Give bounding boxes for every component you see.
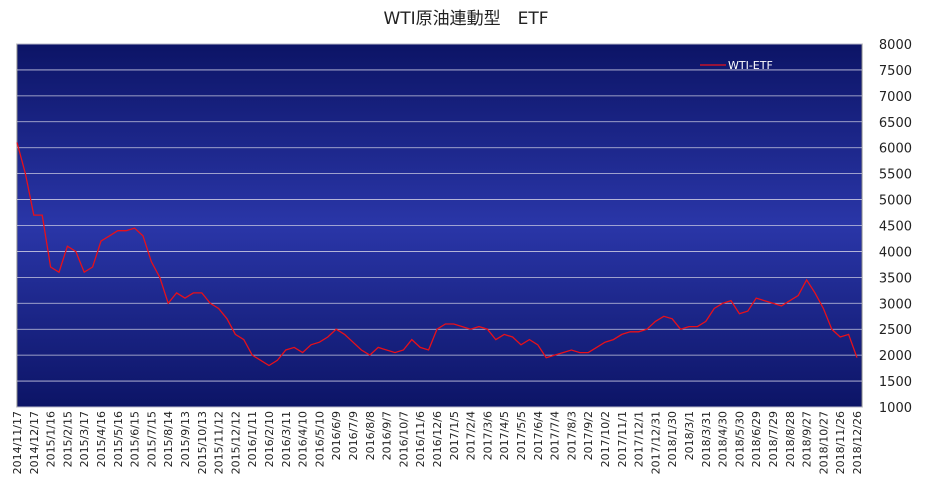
x-tick-label: 2015/11/12: [213, 411, 226, 474]
x-tick-label: 2016/12/6: [431, 411, 444, 467]
y-tick-label: 5000: [879, 194, 912, 209]
x-tick-label: 2018/8/28: [784, 411, 797, 467]
x-tick-label: 2018/3/1: [683, 411, 696, 460]
x-tick-label: 2015/12/12: [229, 411, 242, 474]
x-tick-label: 2016/7/9: [347, 411, 360, 460]
x-tick-label: 2018/9/27: [801, 411, 814, 467]
x-tick-label: 2016/11/6: [414, 411, 427, 467]
x-tick-label: 2016/9/7: [381, 411, 394, 460]
y-tick-label: 4000: [879, 245, 912, 260]
x-tick-label: 2015/7/15: [145, 411, 158, 467]
x-tick-label: 2014/12/17: [28, 411, 41, 474]
x-tick-label: 2018/7/29: [767, 411, 780, 467]
x-tick-label: 2016/3/11: [280, 411, 293, 467]
x-tick-label: 2016/1/11: [246, 411, 259, 467]
y-tick-label: 2500: [879, 323, 912, 338]
y-tick-label: 2000: [879, 349, 912, 364]
y-tick-label: 4500: [879, 220, 912, 235]
x-tick-label: 2018/4/30: [717, 411, 730, 467]
x-tick-label: 2017/5/5: [515, 411, 528, 460]
x-tick-label: 2015/9/13: [179, 411, 192, 467]
x-tick-label: 2015/1/16: [45, 411, 58, 467]
y-tick-label: 6000: [879, 142, 912, 157]
x-tick-label: 2015/4/16: [95, 411, 108, 467]
y-tick-label: 1500: [879, 375, 912, 390]
x-tick-label: 2016/4/10: [297, 411, 310, 467]
y-tick-label: 5500: [879, 168, 912, 183]
x-tick-label: 2018/1/30: [666, 411, 679, 467]
y-tick-label: 6500: [879, 116, 912, 131]
y-tick-label: 3500: [879, 271, 912, 286]
x-tick-label: 2017/11/1: [616, 411, 629, 467]
x-tick-label: 2017/1/5: [448, 411, 461, 460]
x-tick-label: 2014/11/17: [11, 411, 24, 474]
x-tick-label: 2017/12/1: [633, 411, 646, 467]
y-tick-label: 3000: [879, 297, 912, 312]
x-tick-label: 2015/2/15: [61, 411, 74, 467]
x-tick-label: 2015/8/14: [162, 411, 175, 467]
x-tick-label: 2018/11/26: [834, 411, 847, 474]
x-tick-label: 2016/2/10: [263, 411, 276, 467]
x-tick-label: 2017/3/6: [481, 411, 494, 460]
x-tick-label: 2018/12/26: [851, 411, 864, 474]
x-tick-label: 2016/6/9: [330, 411, 343, 460]
chart-title: WTI原油連動型 ETF: [383, 9, 548, 29]
x-tick-label: 2016/10/7: [397, 411, 410, 467]
x-tick-label: 2018/6/29: [750, 411, 763, 467]
x-tick-label: 2017/10/2: [599, 411, 612, 467]
x-tick-label: 2018/3/31: [700, 411, 713, 467]
x-tick-label: 2017/2/4: [465, 411, 478, 460]
y-tick-label: 7500: [879, 64, 912, 79]
x-tick-label: 2016/5/10: [313, 411, 326, 467]
x-tick-label: 2018/10/27: [817, 411, 830, 474]
y-tick-label: 1000: [879, 401, 912, 416]
x-tick-label: 2017/4/5: [498, 411, 511, 460]
x-tick-label: 2017/6/4: [532, 411, 545, 460]
x-tick-label: 2017/9/2: [582, 411, 595, 460]
legend-label: WTI-ETF: [728, 59, 773, 72]
y-tick-label: 7000: [879, 90, 912, 105]
x-tick-label: 2015/5/16: [112, 411, 125, 467]
data-line: [16, 142, 858, 367]
x-tick-label: 2016/8/8: [364, 411, 377, 460]
x-tick-label: 2017/7/4: [549, 411, 562, 460]
x-tick-label: 2015/6/15: [129, 411, 142, 467]
x-tick-label: 2018/5/30: [733, 411, 746, 467]
x-tick-label: 2015/3/17: [78, 411, 91, 467]
x-tick-label: 2017/12/31: [649, 411, 662, 474]
y-tick-label: 8000: [879, 38, 912, 53]
x-tick-label: 2015/10/13: [196, 411, 209, 474]
x-tick-label: 2017/8/3: [565, 411, 578, 460]
